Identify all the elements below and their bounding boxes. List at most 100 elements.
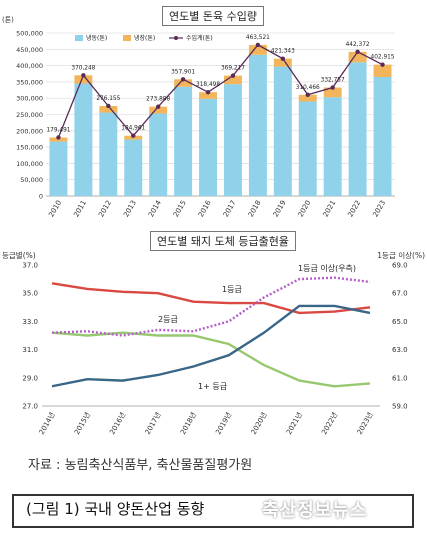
total-data-label: 370,248 xyxy=(71,65,95,71)
bar-frozen xyxy=(49,141,68,196)
total-data-label: 310,466 xyxy=(296,85,320,91)
y-right-tick-label: 61.0 xyxy=(392,374,408,382)
chart2-title: 연도별 돼지 도체 등급출현율 xyxy=(150,231,296,251)
legend-marker-total xyxy=(174,36,178,40)
x-tick-label: 2015년 xyxy=(72,411,92,437)
y-left-tick-label: 27.0 xyxy=(22,403,38,411)
bar-chilled xyxy=(149,106,168,114)
carcass-grade-chart: 등급별(%) 1등급 이상(%) 27.0 29.0 31.0 33.0 35.0 37.0 5… xyxy=(2,250,425,436)
y-left-tick-label: 37.0 xyxy=(22,262,38,270)
total-data-label: 273,888 xyxy=(146,97,170,103)
bar-frozen xyxy=(124,139,143,196)
bar-chilled xyxy=(273,58,292,67)
x-tick-label: 2019 xyxy=(272,199,288,218)
x-tick-label: 2016 xyxy=(197,199,213,219)
total-point xyxy=(230,73,236,78)
x-tick-label: 2011 xyxy=(72,199,88,218)
x-tick-label: 2010 xyxy=(47,199,63,218)
x-tick-label: 2020 xyxy=(297,199,313,218)
legend-label-chilled: 냉장(톤) xyxy=(134,34,155,42)
x-tick-label: 2022 xyxy=(346,199,362,218)
total-data-label: 184,961 xyxy=(121,126,145,132)
bar-chilled xyxy=(223,75,242,85)
total-data-label: 442,372 xyxy=(346,42,370,48)
bar-chilled xyxy=(99,105,118,113)
y-right-tick-label: 67.0 xyxy=(392,290,408,298)
y-tick-label: 400,000 xyxy=(16,62,43,70)
bar-frozen xyxy=(223,84,242,196)
x-tick-label: 2014 xyxy=(147,199,163,219)
x-tick-label: 2023 xyxy=(371,199,387,218)
total-data-label: 276,155 xyxy=(96,96,120,102)
bar-frozen xyxy=(99,112,118,196)
legend-swatch-frozen xyxy=(75,35,83,41)
y-tick-label: 100,000 xyxy=(16,160,43,168)
total-point xyxy=(255,42,261,48)
series-label-grade2: 2등급 xyxy=(158,315,178,324)
x-tick-label: 2020년 xyxy=(249,411,269,437)
series-label-grade1: 1등급 xyxy=(222,285,242,294)
x-tick-label: 2014년 xyxy=(37,411,57,437)
total-point xyxy=(380,62,385,67)
bar-frozen xyxy=(149,113,168,196)
x-tick-label: 2013 xyxy=(122,199,138,218)
y-tick-label: 0 xyxy=(39,193,43,201)
total-point xyxy=(106,103,111,109)
y-right-tick-label: 63.0 xyxy=(392,346,408,354)
source-note: 자료 : 농림축산식품부, 축산물품질평가원 xyxy=(28,458,253,473)
total-point xyxy=(330,85,335,90)
series-line-grade2 xyxy=(51,331,371,388)
bar-frozen xyxy=(323,97,342,196)
bar-chilled xyxy=(174,79,193,87)
x-tick-label: 2021년 xyxy=(284,411,304,437)
x-tick-label: 2016년 xyxy=(107,411,127,437)
y-right-tick-label: 69.0 xyxy=(392,262,408,270)
total-data-label: 463,521 xyxy=(246,35,270,41)
bar-chilled xyxy=(323,87,342,98)
pork-import-chart: (톤) 0 50,000 100,000 150,000 200,000 250,000 30… xyxy=(2,16,395,218)
bar-frozen xyxy=(348,62,367,197)
x-tick-label: 2018 xyxy=(247,199,263,218)
total-data-label: 357,901 xyxy=(171,69,195,75)
x-tick-label: 2012 xyxy=(97,199,113,218)
bar-frozen xyxy=(298,101,317,196)
y-right-tick-label: 59.0 xyxy=(392,403,408,411)
total-point xyxy=(205,89,211,95)
total-point xyxy=(131,133,136,138)
total-point xyxy=(355,49,360,54)
bar-frozen xyxy=(248,54,267,197)
total-data-label: 402,915 xyxy=(371,55,395,61)
total-data-label: 369,217 xyxy=(221,66,245,72)
figure-caption: (그림 1) 국내 양돈산업 동향 xyxy=(26,500,205,518)
legend-swatch-chilled xyxy=(123,35,131,41)
y-tick-label: 350,000 xyxy=(16,78,43,86)
legend-label-total: 수입계(톤) xyxy=(186,34,213,42)
x-tick-label: 2017 xyxy=(222,199,238,218)
total-data-label: 179,491 xyxy=(46,127,70,133)
bar-chilled xyxy=(298,94,317,102)
y-left-tick-label: 29.0 xyxy=(22,374,38,382)
total-point xyxy=(155,104,161,109)
y-tick-label: 50,000 xyxy=(20,176,43,184)
y-right-tick-label: 65.0 xyxy=(392,318,408,326)
total-line xyxy=(57,44,383,138)
series-label-grade1-above: 1등급 이상(우측) xyxy=(298,263,356,273)
chart1-title: 연도별 돈육 수입량 xyxy=(162,6,264,26)
total-point xyxy=(305,92,310,97)
x-tick-label: 2015 xyxy=(172,199,188,218)
y-left-tick-label: 35.0 xyxy=(22,290,38,298)
total-data-label: 421,343 xyxy=(271,49,295,55)
y-tick-label: 300,000 xyxy=(16,95,43,103)
x-tick-label: 2017년 xyxy=(143,411,163,437)
bar-chilled xyxy=(248,44,267,55)
caption-box xyxy=(12,494,414,528)
legend-label-frozen: 냉동(톤) xyxy=(86,34,107,42)
bar-chilled xyxy=(199,92,218,99)
y-axis-right-label: 1등급 이상(%) xyxy=(377,250,425,260)
total-point xyxy=(280,56,286,61)
y-tick-label: 450,000 xyxy=(16,46,43,54)
x-tick-label: 2018년 xyxy=(178,411,198,437)
y-tick-label: 250,000 xyxy=(16,111,43,119)
y-tick-label: 500,000 xyxy=(16,30,43,38)
